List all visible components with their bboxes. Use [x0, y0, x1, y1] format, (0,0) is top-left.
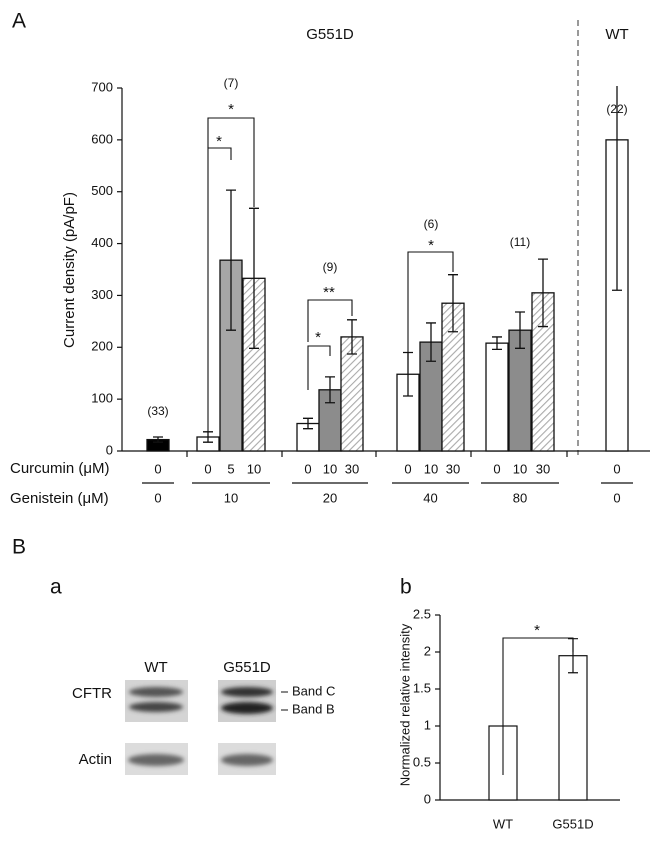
row-label: Genistein (μM): [10, 490, 109, 507]
band-label: Band C: [292, 683, 335, 698]
significance-bracket: [407, 251, 454, 360]
n-label: (6): [424, 217, 439, 231]
n-label: (7): [224, 76, 239, 90]
panel-letter: a: [50, 576, 62, 599]
significance-bracket: [307, 345, 331, 390]
curcumin-label: 30: [345, 461, 359, 476]
curcumin-label: 30: [536, 461, 550, 476]
blot-row-label: CFTR: [72, 685, 112, 702]
significance-label: *: [428, 237, 434, 254]
panel-letter: A: [12, 10, 26, 33]
y-tick-label: 1.5: [413, 680, 431, 695]
curcumin-label: 30: [446, 461, 460, 476]
y-tick-label: 400: [91, 235, 113, 250]
curcumin-label: 0: [204, 461, 211, 476]
curcumin-label: 0: [493, 461, 500, 476]
y-tick-label: 200: [91, 339, 113, 354]
significance-label: *: [216, 133, 222, 150]
curcumin-label: 10: [323, 461, 337, 476]
y-tick-label: 0: [424, 791, 431, 806]
panel-letter: b: [400, 576, 412, 599]
group-header: G551D: [306, 26, 354, 43]
error-bar: [426, 322, 436, 362]
curcumin-label: 10: [424, 461, 438, 476]
error-bar: [303, 417, 313, 430]
band-label: Band B: [292, 701, 335, 716]
genistein-label: 0: [613, 490, 620, 505]
x-tick-label: G551D: [552, 816, 593, 831]
error-bar: [325, 376, 335, 404]
y-tick-label: 600: [91, 131, 113, 146]
curcumin-label: 5: [227, 461, 234, 476]
y-tick-label: 100: [91, 391, 113, 406]
error-bar: [249, 207, 259, 349]
row-label: Curcumin (μM): [10, 460, 109, 477]
curcumin-label: 0: [304, 461, 311, 476]
error-bar: [226, 189, 236, 331]
significance-label: **: [323, 284, 335, 301]
error-bar: [492, 336, 502, 351]
y-tick-label: 0: [106, 442, 113, 457]
error-bar: [538, 258, 548, 328]
significance-label: *: [534, 622, 540, 639]
error-bar: [153, 436, 163, 443]
bar: [558, 655, 588, 801]
curcumin-label: 0: [404, 461, 411, 476]
y-tick-label: 2.5: [413, 606, 431, 621]
y-tick-label: 0.5: [413, 754, 431, 769]
genistein-label: 10: [224, 490, 238, 505]
y-axis-label: Normalized relative intensity: [397, 623, 412, 786]
significance-label: *: [228, 101, 234, 118]
y-tick-label: 1: [424, 717, 431, 732]
curcumin-label: 0: [154, 461, 161, 476]
y-tick-label: 500: [91, 183, 113, 198]
curcumin-label: 0: [613, 461, 620, 476]
n-label: (9): [323, 260, 338, 274]
n-label: (22): [606, 102, 627, 116]
significance-bracket: [207, 117, 255, 207]
error-bar: [448, 274, 458, 333]
error-bar: [347, 319, 357, 355]
genistein-label: 0: [154, 490, 161, 505]
genistein-label: 20: [323, 490, 337, 505]
y-tick-label: 300: [91, 287, 113, 302]
y-tick-label: 2: [424, 643, 431, 658]
blot: [125, 680, 288, 775]
error-bar: [612, 86, 622, 291]
genistein-label: 80: [513, 490, 527, 505]
x-tick-label: WT: [493, 816, 513, 831]
curcumin-label: 10: [513, 461, 527, 476]
y-axis-label: Current density (pA/pF): [61, 192, 78, 348]
curcumin-label: 10: [247, 461, 261, 476]
significance-bracket: [502, 637, 574, 775]
blot-column-label: G551D: [223, 659, 271, 676]
significance-bracket: [207, 147, 232, 432]
blot-row-label: Actin: [79, 751, 112, 768]
bar: [485, 342, 509, 452]
panel-letter: B: [12, 536, 26, 559]
genistein-label: 40: [423, 490, 437, 505]
blot-column-label: WT: [144, 659, 167, 676]
y-tick-label: 700: [91, 79, 113, 94]
n-label: (33): [147, 404, 168, 418]
plot-area: [146, 86, 629, 452]
significance-bracket: [307, 299, 353, 342]
n-label: (11): [510, 235, 530, 249]
significance-label: *: [315, 329, 321, 346]
error-bar: [515, 311, 525, 349]
group-header: WT: [605, 26, 628, 43]
